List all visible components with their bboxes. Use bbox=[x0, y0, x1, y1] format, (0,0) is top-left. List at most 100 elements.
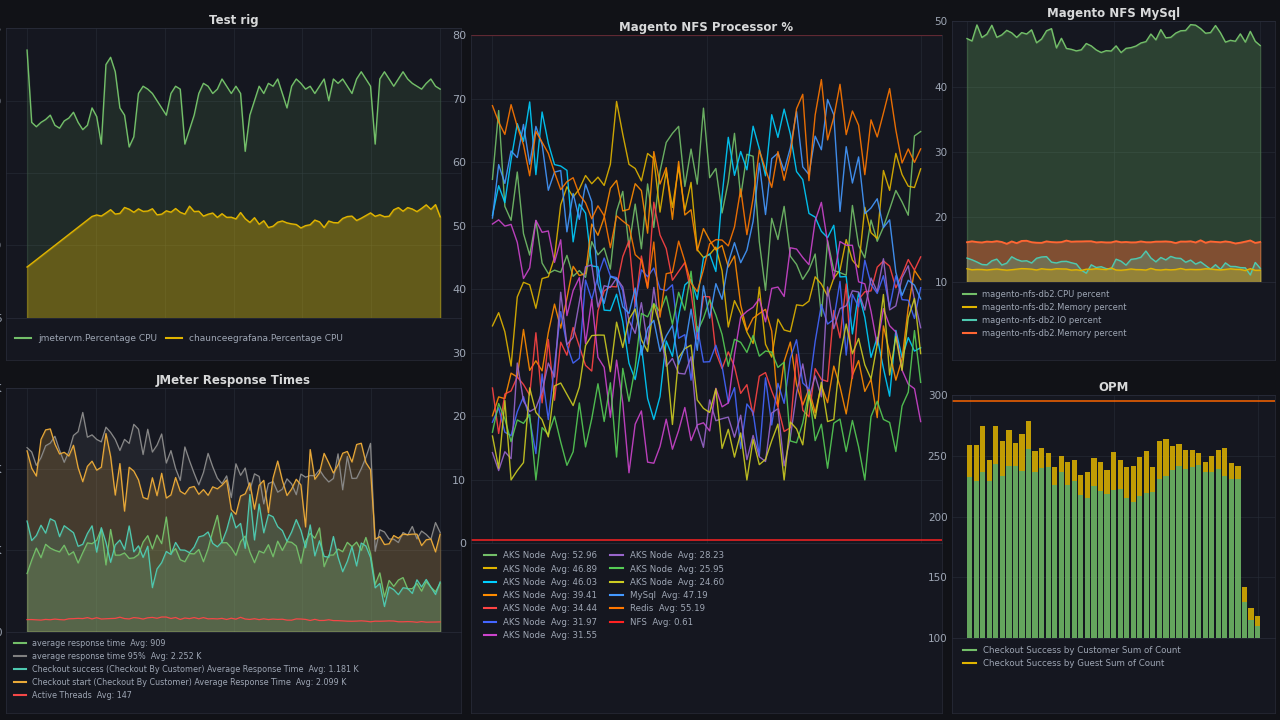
Bar bbox=[1000, 476, 1005, 720]
Bar bbox=[1078, 495, 1083, 720]
Bar bbox=[1248, 608, 1253, 620]
Bar bbox=[1065, 462, 1070, 485]
Bar bbox=[1117, 460, 1123, 490]
Bar bbox=[1084, 472, 1091, 498]
Bar bbox=[1210, 456, 1215, 472]
Bar bbox=[974, 445, 979, 481]
Bar bbox=[993, 464, 998, 720]
Bar bbox=[1065, 485, 1070, 720]
Bar bbox=[1216, 451, 1221, 469]
Legend: AKS Node  Avg: 52.96, AKS Node  Avg: 46.89, AKS Node  Avg: 46.03, AKS Node  Avg:: AKS Node Avg: 52.96, AKS Node Avg: 46.89… bbox=[480, 548, 728, 644]
Bar bbox=[1176, 467, 1181, 720]
Bar bbox=[1157, 480, 1162, 720]
Bar bbox=[1183, 469, 1188, 720]
Bar bbox=[1105, 470, 1110, 494]
Bar bbox=[1124, 498, 1129, 720]
Legend: average response time  Avg: 909, average response time 95%  Avg: 2.252 K, Checko: average response time Avg: 909, average … bbox=[10, 636, 362, 703]
Bar bbox=[1170, 470, 1175, 720]
Bar bbox=[1189, 467, 1194, 720]
Bar bbox=[1078, 474, 1083, 495]
Bar bbox=[1071, 460, 1076, 481]
Bar bbox=[1012, 466, 1018, 720]
Bar bbox=[1046, 467, 1051, 720]
Bar bbox=[987, 481, 992, 720]
Bar bbox=[1235, 479, 1240, 720]
Bar bbox=[1189, 451, 1194, 467]
Bar bbox=[1235, 466, 1240, 479]
Bar bbox=[980, 426, 986, 472]
Bar bbox=[1117, 490, 1123, 720]
Bar bbox=[1098, 491, 1103, 720]
Bar bbox=[1052, 467, 1057, 485]
Bar bbox=[966, 477, 973, 720]
Bar bbox=[1137, 495, 1143, 720]
Bar bbox=[1025, 420, 1032, 449]
Bar bbox=[1151, 467, 1156, 492]
Bar bbox=[1130, 502, 1135, 720]
Bar bbox=[1025, 449, 1032, 720]
Legend: magento-nfs-db2.CPU percent, magento-nfs-db2.Memory percent, magento-nfs-db2.IO : magento-nfs-db2.CPU percent, magento-nfs… bbox=[960, 287, 1130, 342]
Bar bbox=[1105, 494, 1110, 720]
Bar bbox=[1151, 492, 1156, 720]
Bar bbox=[1052, 485, 1057, 720]
Bar bbox=[1254, 616, 1261, 626]
Bar bbox=[1144, 493, 1149, 720]
Bar bbox=[1222, 477, 1228, 720]
Bar bbox=[1144, 451, 1149, 493]
Bar bbox=[1098, 462, 1103, 491]
Title: Magento NFS MySql: Magento NFS MySql bbox=[1047, 7, 1180, 20]
Bar bbox=[1039, 448, 1044, 468]
Bar bbox=[974, 481, 979, 720]
Bar bbox=[1254, 626, 1261, 720]
Legend: jmetervm.Percentage CPU, chaunceegrafana.Percentage CPU: jmetervm.Percentage CPU, chaunceegrafana… bbox=[12, 330, 347, 347]
Bar bbox=[1137, 456, 1143, 495]
Bar bbox=[1164, 476, 1169, 720]
Bar bbox=[1046, 453, 1051, 467]
Bar bbox=[1196, 465, 1202, 720]
Bar bbox=[1000, 441, 1005, 476]
Title: Test rig: Test rig bbox=[209, 14, 259, 27]
Bar bbox=[1006, 430, 1011, 466]
Bar bbox=[1229, 463, 1234, 479]
Bar bbox=[1242, 588, 1247, 602]
Title: OPM: OPM bbox=[1098, 381, 1129, 394]
Bar bbox=[1229, 479, 1234, 720]
Bar bbox=[1157, 441, 1162, 480]
Bar bbox=[1176, 444, 1181, 467]
Bar bbox=[1092, 486, 1097, 720]
Bar bbox=[1210, 472, 1215, 720]
Bar bbox=[1019, 471, 1024, 720]
Bar bbox=[980, 472, 986, 720]
Bar bbox=[1196, 454, 1202, 465]
Bar bbox=[1092, 458, 1097, 486]
Bar bbox=[1059, 456, 1064, 472]
Bar bbox=[1111, 452, 1116, 490]
Bar bbox=[1203, 472, 1208, 720]
Bar bbox=[1216, 469, 1221, 720]
Bar bbox=[1248, 620, 1253, 720]
Title: Magento NFS Processor %: Magento NFS Processor % bbox=[620, 22, 794, 35]
Bar bbox=[1033, 451, 1038, 472]
Bar bbox=[1084, 498, 1091, 720]
Bar bbox=[1170, 446, 1175, 470]
Bar bbox=[1183, 450, 1188, 469]
Bar bbox=[1203, 462, 1208, 472]
Bar bbox=[993, 426, 998, 464]
Bar bbox=[1012, 443, 1018, 466]
Bar bbox=[987, 460, 992, 481]
Bar bbox=[1019, 434, 1024, 471]
Bar bbox=[1130, 466, 1135, 502]
Bar bbox=[1111, 490, 1116, 720]
Bar bbox=[1164, 438, 1169, 476]
Bar bbox=[1059, 472, 1064, 720]
Bar bbox=[1039, 468, 1044, 720]
Bar bbox=[1242, 602, 1247, 720]
Bar bbox=[966, 445, 973, 477]
Title: JMeter Response Times: JMeter Response Times bbox=[156, 374, 311, 387]
Bar bbox=[1071, 481, 1076, 720]
Bar bbox=[1222, 449, 1228, 477]
Bar bbox=[1124, 467, 1129, 498]
Bar bbox=[1006, 466, 1011, 720]
Legend: Checkout Success by Customer Sum of Count, Checkout Success by Guest Sum of Coun: Checkout Success by Customer Sum of Coun… bbox=[960, 643, 1184, 672]
Bar bbox=[1033, 472, 1038, 720]
